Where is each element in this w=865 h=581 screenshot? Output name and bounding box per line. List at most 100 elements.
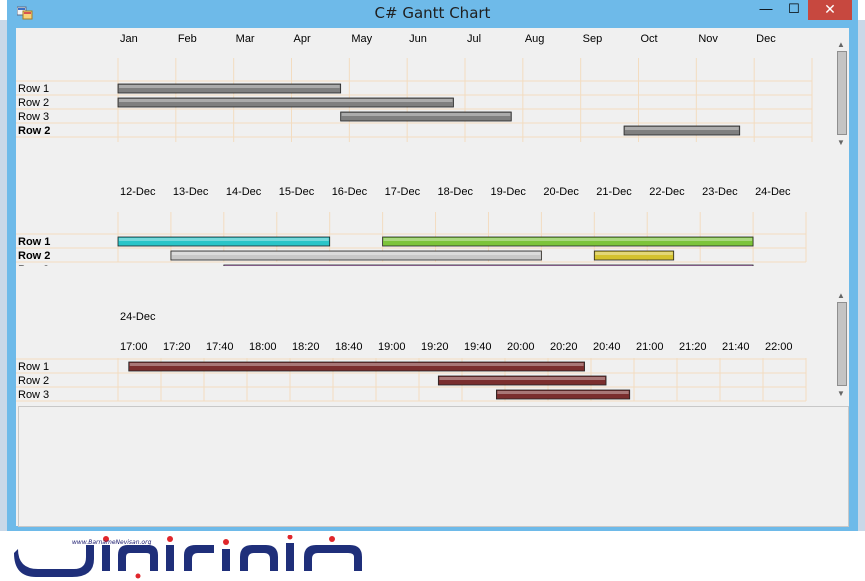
gantt-bar-highlight (119, 85, 340, 88)
axis-tick-label: Jun (409, 33, 427, 45)
axis-tick-label: 12-Dec (120, 186, 156, 198)
axis-tick-label: 18:20 (292, 341, 320, 353)
row-label: Row 3 (18, 389, 49, 401)
row-label: Row 1 (18, 83, 49, 95)
scroll-thumb[interactable] (837, 302, 847, 386)
background-left-strip (0, 20, 8, 531)
scrollbar-months[interactable]: ▲ ▼ (834, 40, 848, 148)
scroll-up-icon[interactable]: ▲ (837, 40, 845, 49)
gantt-bar[interactable] (223, 264, 754, 266)
gantt-bar-highlight (625, 127, 739, 130)
axis-tick-label: 17:40 (206, 341, 234, 353)
scroll-thumb[interactable] (837, 51, 847, 135)
axis-tick-label: 20-Dec (543, 186, 579, 198)
window-title: C# Gantt Chart (374, 4, 491, 22)
axis-tick-label: Nov (698, 33, 718, 45)
gantt-chart-hours[interactable]: 24-Dec 17:00 17:20 17:40 18:00 18:20 18:40 19:0… (16, 274, 836, 402)
gantt-bar-highlight (171, 252, 541, 255)
gantt-panel-days: 12-Dec 13-Dec 14-Dec 15-Dec 16-Dec 17-Dec 18-D… (16, 150, 836, 266)
row-label: Row 2 (18, 250, 50, 262)
axis-tick-label: 18:40 (335, 341, 363, 353)
gantt-bar-highlight (383, 238, 753, 241)
axis-tick-label: Jan (120, 33, 138, 45)
axis-tick-label: 21-Dec (596, 186, 632, 198)
row-label: Row 2 (18, 97, 49, 109)
axis-tick-label: 17-Dec (385, 186, 421, 198)
axis-tick-label: 21:00 (636, 341, 664, 353)
row-label: Row 3 (18, 111, 49, 123)
axis-tick-label: Mar (236, 33, 255, 45)
gantt-bar-highlight (341, 113, 511, 116)
row-label: Row 2 (18, 375, 49, 387)
axis-tick-label: 13-Dec (173, 186, 209, 198)
axis-tick-label: 24-Dec (755, 186, 791, 198)
site-logo (14, 535, 362, 579)
gantt-bar[interactable] (340, 111, 512, 122)
axis-tick-label: Jul (467, 33, 481, 45)
gantt-bar[interactable] (593, 250, 675, 261)
gantt-bar-highlight (119, 99, 453, 102)
gantt-bar[interactable] (117, 236, 331, 247)
gantt-chart-days[interactable]: 12-Dec 13-Dec 14-Dec 15-Dec 16-Dec 17-Dec 18-D… (16, 150, 836, 266)
gantt-bar-highlight (595, 252, 673, 255)
scroll-up-icon[interactable]: ▲ (837, 291, 845, 300)
row-label: Row 1 (18, 236, 50, 248)
axis-tick-label: 18:00 (249, 341, 277, 353)
axis-tick-label: 15-Dec (279, 186, 315, 198)
axis-tick-label: 19:00 (378, 341, 406, 353)
axis-tick-label: 14-Dec (226, 186, 262, 198)
app-icon (17, 6, 33, 20)
axis-tick-label: 19-Dec (490, 186, 526, 198)
row-label: Row 2 (18, 125, 50, 137)
gantt-bar[interactable] (437, 375, 607, 386)
axis-tick-label: 20:20 (550, 341, 578, 353)
axis-tick-label: Sep (583, 33, 603, 45)
axis-tick-label: Dec (756, 33, 776, 45)
axis-tick-label: Aug (525, 33, 545, 45)
axis-tick-label: 20:40 (593, 341, 621, 353)
axis-tick-label: 19:40 (464, 341, 492, 353)
gantt-bar[interactable] (382, 236, 754, 247)
gantt-bar-highlight (119, 238, 329, 241)
scrollbar-hours[interactable]: ▲ ▼ (834, 291, 848, 399)
title-bar[interactable]: C# Gantt Chart — ☐ ✕ (7, 0, 858, 26)
scroll-down-icon[interactable]: ▼ (837, 389, 845, 398)
gantt-bar-highlight (497, 391, 629, 394)
axis-tick-label: Feb (178, 33, 197, 45)
gantt-bar[interactable] (117, 97, 454, 108)
minimize-button[interactable]: — (759, 1, 773, 16)
date-label: 24-Dec (120, 311, 156, 323)
gantt-bar[interactable] (117, 83, 342, 94)
gantt-panel-months: Jan Feb Mar Apr May Jun Jul Aug Sep Oct Nov Dec Row … (16, 28, 836, 150)
maximize-button[interactable]: ☐ (788, 1, 800, 16)
axis-tick-label: 22-Dec (649, 186, 685, 198)
gantt-bar[interactable] (495, 389, 631, 400)
axis-tick-label: 17:20 (163, 341, 191, 353)
axis-tick-label: 19:20 (421, 341, 449, 353)
row-label: Row 1 (18, 361, 49, 373)
gantt-bar-highlight (129, 363, 584, 366)
axis-tick-label: 22:00 (765, 341, 793, 353)
logo-url-text: www.BarnameNevisan.org (72, 539, 152, 546)
client-area: Jan Feb Mar Apr May Jun Jul Aug Sep Oct Nov Dec Row … (16, 28, 849, 527)
axis-tick-label: 20:00 (507, 341, 535, 353)
scroll-down-icon[interactable]: ▼ (837, 138, 845, 147)
axis-tick-label: 23-Dec (702, 186, 738, 198)
axis-tick-label: May (351, 33, 372, 45)
axis-tick-label: Apr (294, 33, 311, 45)
axis-tick-label: 21:40 (722, 341, 750, 353)
axis-tick-label: 17:00 (120, 341, 148, 353)
axis-tick-label: 16-Dec (332, 186, 368, 198)
gantt-bar[interactable] (128, 361, 585, 372)
axis-tick-label: 21:20 (679, 341, 707, 353)
gantt-bar-highlight (439, 377, 606, 380)
gantt-chart-months[interactable]: Jan Feb Mar Apr May Jun Jul Aug Sep Oct Nov Dec Row … (16, 28, 836, 150)
empty-panel (18, 406, 849, 527)
close-button[interactable]: ✕ (808, 0, 852, 20)
app-window: C# Gantt Chart — ☐ ✕ Jan Feb Mar Apr May Jun J… (7, 0, 858, 531)
row-label: Row 3 (18, 264, 49, 266)
gantt-bar[interactable] (170, 250, 542, 261)
axis-tick-label: 18-Dec (438, 186, 474, 198)
gantt-bar[interactable] (623, 125, 741, 136)
axis-tick-label: Oct (641, 33, 658, 45)
